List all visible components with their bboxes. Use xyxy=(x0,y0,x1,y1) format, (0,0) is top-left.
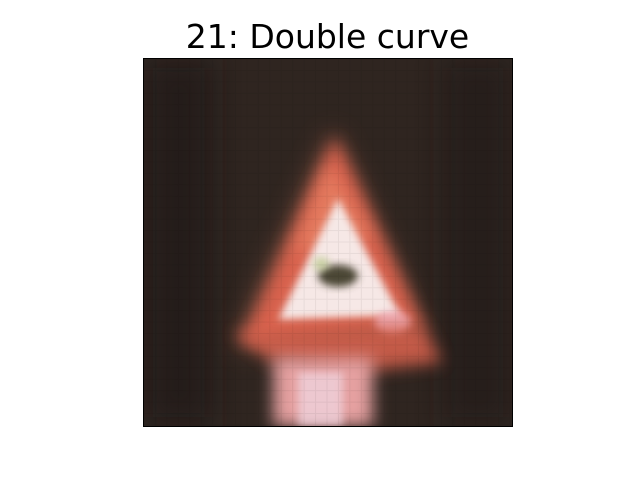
pixel-grid-overlay xyxy=(144,59,512,426)
sign-image-frame xyxy=(143,58,513,427)
figure-title: 21: Double curve xyxy=(185,17,470,56)
sign-image xyxy=(144,59,512,426)
